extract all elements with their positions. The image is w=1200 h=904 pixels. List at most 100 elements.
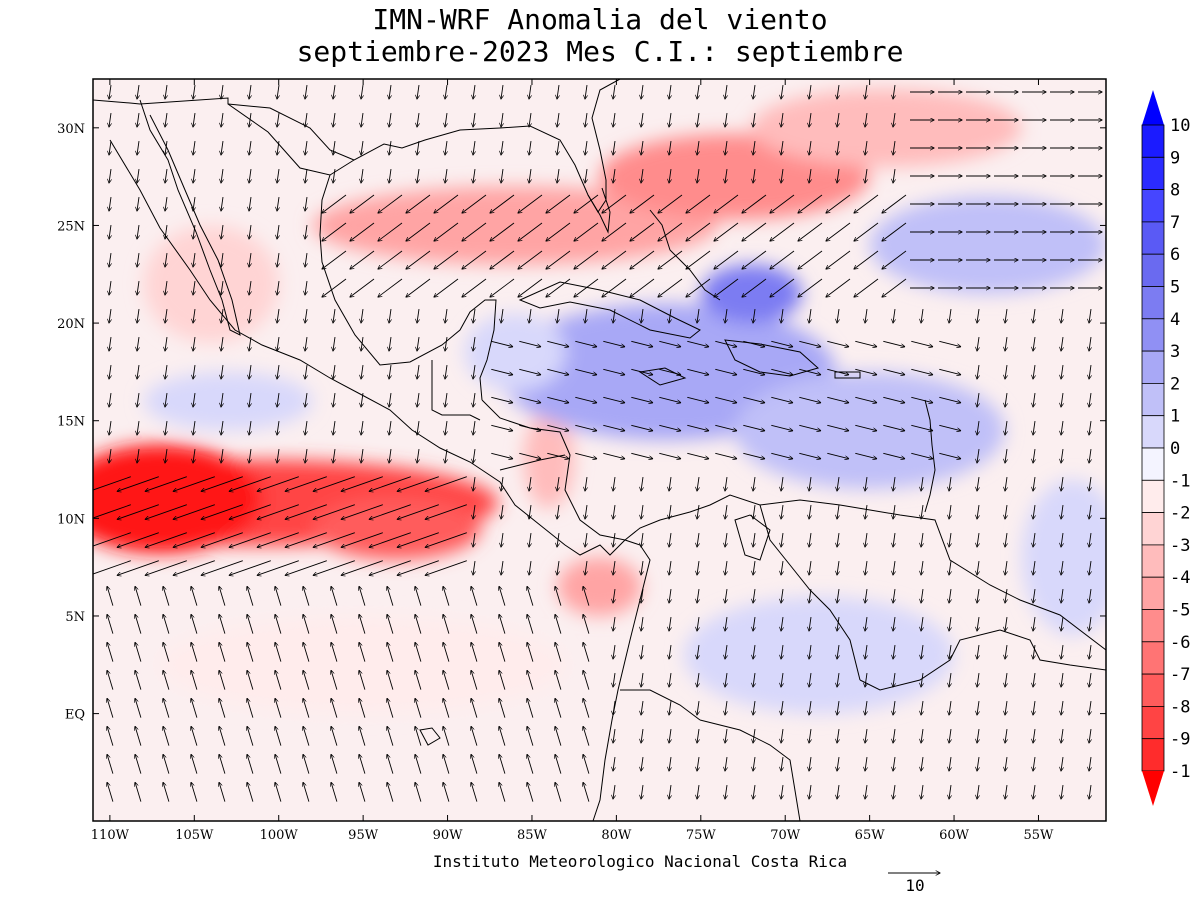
wind-vector [93, 532, 131, 548]
colorbar-label: -7 [1170, 665, 1190, 685]
wind-vector [977, 757, 979, 771]
wind-vector [837, 113, 839, 127]
wind-vector [417, 141, 419, 155]
wind-vector [443, 726, 450, 746]
anomaly-region [734, 371, 1005, 490]
wind-vector [921, 561, 923, 575]
anomaly-region [683, 596, 955, 714]
wind-vector [322, 194, 347, 213]
wind-vector [529, 477, 531, 491]
wind-vector [799, 424, 820, 430]
wind-vector [883, 452, 904, 458]
wind-vector [641, 757, 643, 771]
anomaly-region [312, 496, 482, 560]
longitude-axis: 110W 105W 100W 95W 90W 85W 80W 75W 70W 65W 60W 55W [91, 79, 1054, 843]
coastline-puerto-rico [834, 371, 861, 379]
wind-vector [359, 726, 366, 746]
wind-vector [1005, 701, 1007, 715]
wind-vector [809, 85, 811, 99]
wind-vector [221, 365, 223, 379]
wind-vector [501, 533, 503, 547]
wind-vector [417, 421, 419, 435]
wind-vector [501, 505, 503, 519]
wind-vector [313, 560, 355, 576]
wind-vector [389, 141, 391, 155]
wind-vector [135, 754, 142, 774]
wind-vector [753, 785, 755, 799]
wind-vector [697, 309, 699, 323]
wind-vector [527, 698, 534, 718]
wind-vector [977, 673, 979, 687]
colorbar-swatch [1141, 189, 1165, 223]
wind-vector [557, 113, 559, 127]
colorbar-swatch [1141, 673, 1165, 707]
colorbar-label: -8 [1170, 697, 1190, 717]
wind-vector [406, 222, 431, 241]
wind-vector [527, 586, 534, 606]
wind-vector [697, 729, 699, 743]
wind-vector [445, 169, 447, 183]
wind-vector [369, 560, 411, 576]
wind-vector [837, 589, 839, 603]
wind-vector [1089, 701, 1091, 715]
wind-vector [613, 113, 615, 127]
wind-vector [93, 504, 131, 520]
wind-vector [471, 782, 478, 802]
wind-vector [837, 85, 839, 99]
wind-vector [417, 449, 419, 463]
wind-vector [1061, 701, 1063, 715]
wind-vector [249, 421, 251, 435]
colorbar-top-arrow [1142, 90, 1164, 125]
wind-vector [1089, 785, 1091, 799]
wind-vector [434, 222, 459, 241]
wind-vector [613, 309, 615, 323]
wind-vector [499, 782, 506, 802]
wind-vector [387, 642, 394, 662]
wind-vector [837, 701, 839, 715]
coastline-gulf-west [319, 174, 497, 401]
wind-vector [305, 281, 307, 295]
wind-vector [443, 698, 450, 718]
wind-vector [443, 586, 450, 606]
wind-vector [165, 309, 167, 323]
wind-vector [501, 141, 503, 155]
wind-vector [583, 642, 590, 662]
wind-vector [725, 729, 727, 743]
colorbar-label: 5 [1170, 278, 1180, 298]
wind-vector [725, 561, 727, 575]
wind-vector [135, 586, 142, 606]
wind-vector [882, 250, 907, 269]
wind-vector [641, 673, 643, 687]
wind-vector [249, 449, 251, 463]
colorbar-bottom-arrow [1142, 771, 1164, 806]
border-colombia-peru [699, 719, 801, 821]
wind-vector [977, 449, 979, 463]
wind-vector [193, 309, 195, 323]
wind-vector [809, 617, 811, 631]
wind-vector [191, 670, 198, 690]
wind-vector [949, 785, 951, 799]
wind-vector [229, 504, 271, 520]
wind-vector [1005, 365, 1007, 379]
wind-vector [165, 449, 167, 463]
wind-vector [1089, 645, 1091, 659]
wind-vector [585, 309, 587, 323]
wind-vector [809, 309, 811, 323]
coastline-bahamas [649, 209, 721, 301]
wind-vector [191, 586, 198, 606]
wind-vector [939, 340, 960, 346]
wind-vector [585, 533, 587, 547]
wind-vector [658, 278, 683, 297]
anomaly-region [869, 196, 1106, 294]
wind-vector [518, 194, 543, 213]
anomaly-shading [93, 88, 1106, 714]
wind-vector [1005, 533, 1007, 547]
wind-vector [697, 85, 699, 99]
wind-vector [499, 614, 506, 634]
wind-vector [555, 754, 562, 774]
wind-vector [333, 421, 335, 435]
wind-vector [1005, 645, 1007, 659]
wind-vector [1061, 337, 1063, 351]
wind-vector [771, 452, 792, 458]
wind-vector [921, 729, 923, 743]
